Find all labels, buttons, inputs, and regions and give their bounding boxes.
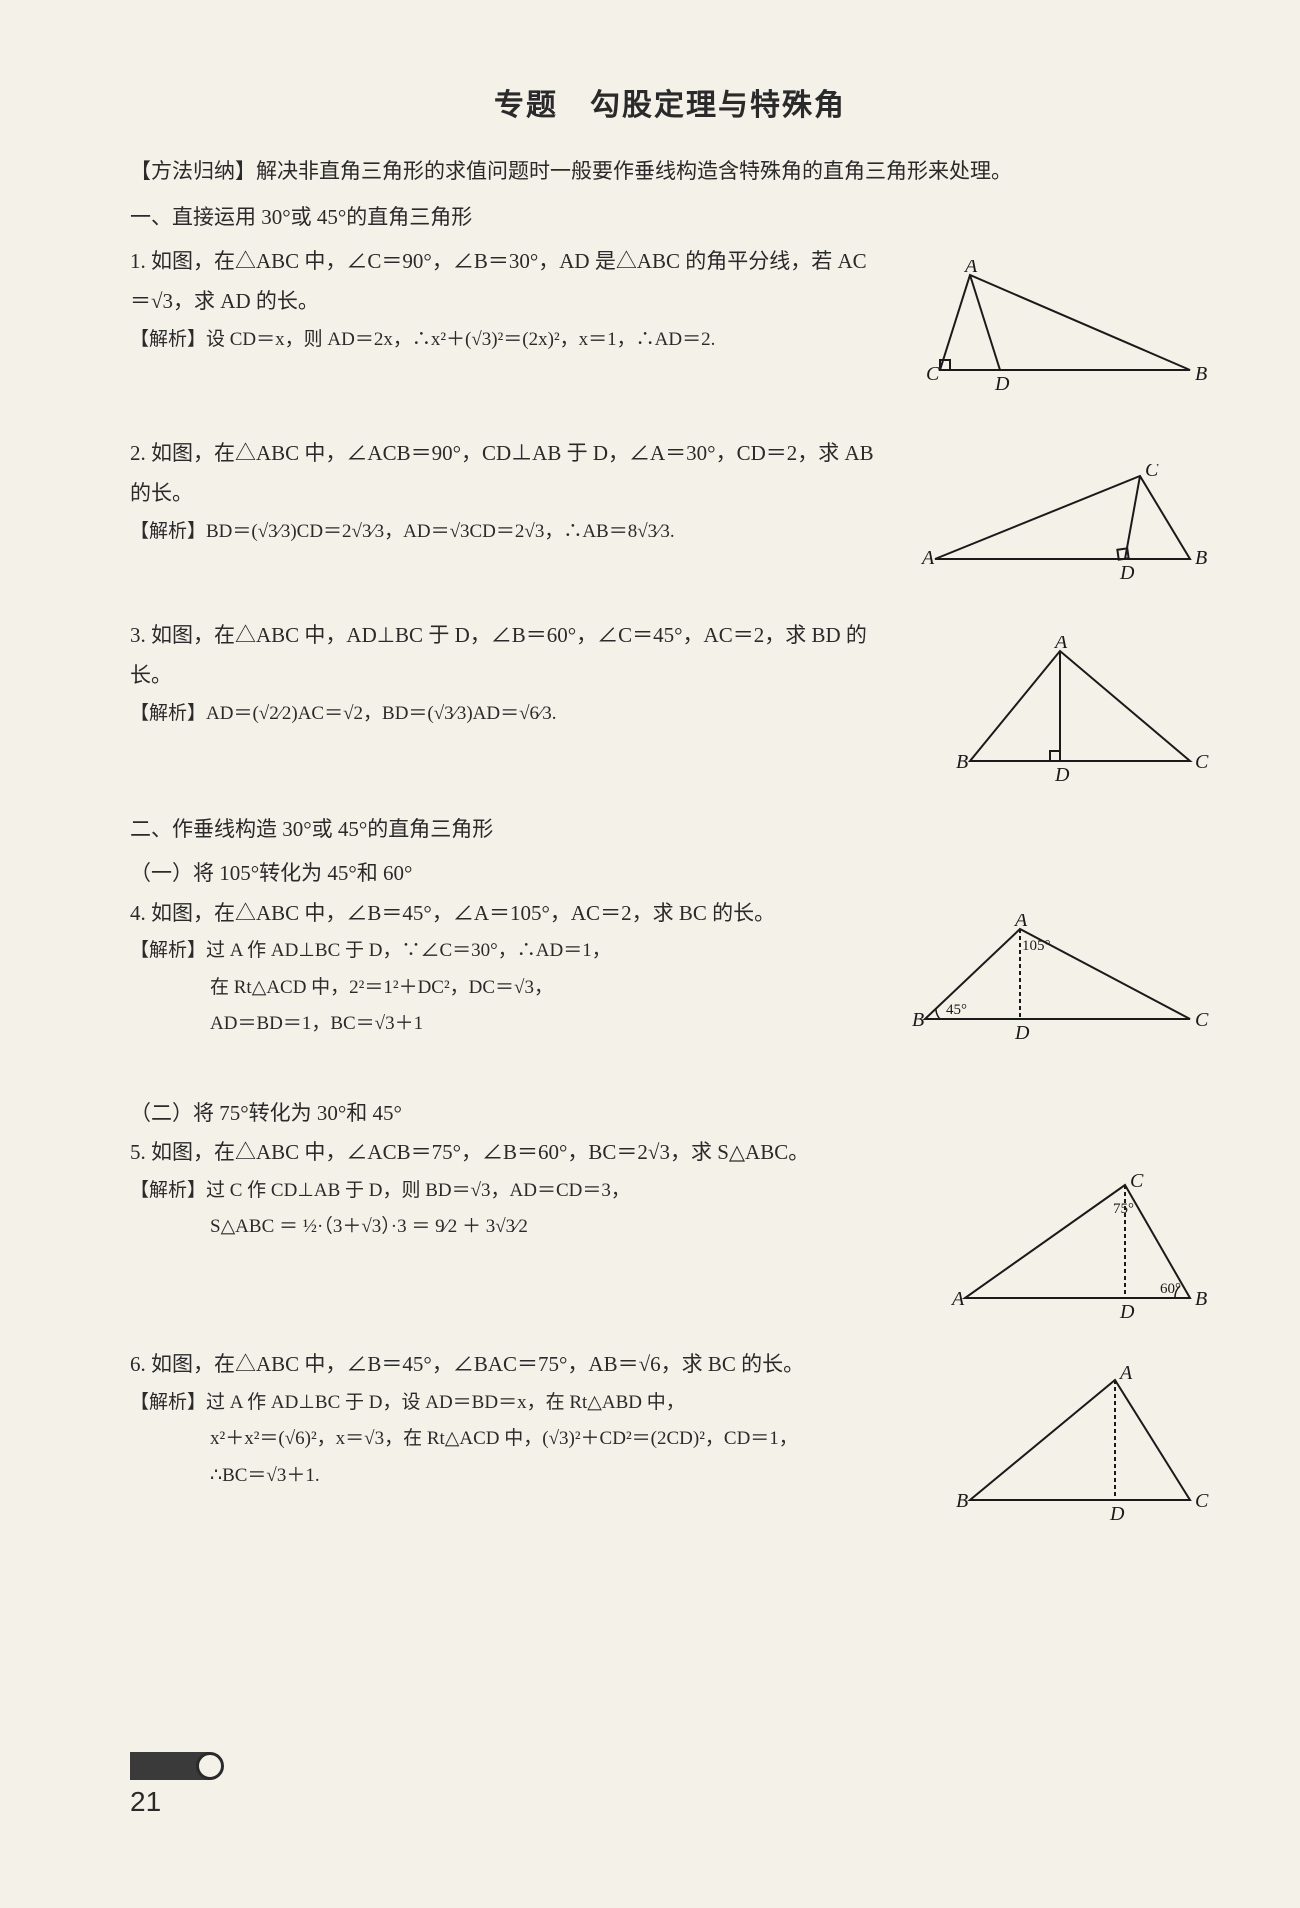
triangle-5-svg: C A D B 75° 60° (950, 1173, 1210, 1323)
problem-3-question: 3. 如图，在△ABC 中，AD⊥BC 于 D，∠B＝60°，∠C＝45°，AC… (130, 616, 880, 696)
problem-5-question: 5. 如图，在△ABC 中，∠ACB＝75°，∠B＝60°，BC＝2√3，求 S… (130, 1133, 880, 1173)
section-2-heading: 二、作垂线构造 30°或 45°的直角三角形 (130, 810, 1210, 850)
svg-text:A: A (1013, 914, 1028, 931)
page-number: 21 (130, 1786, 210, 1818)
figure-6: A B D C (950, 1365, 1210, 1525)
svg-text:C: C (1195, 751, 1209, 773)
figure-2: A D B C (920, 464, 1210, 584)
footer-badge-icon (130, 1752, 210, 1780)
svg-text:A: A (1118, 1365, 1133, 1384)
problem-3-solution: 【解析】AD＝(√2⁄2)AC＝√2，BD＝(√3⁄3)AD＝√6⁄3. (130, 696, 880, 732)
p6-a2: x²＋x²＝(√6)²，x＝√3，在 Rt△ACD 中，(√3)²＋CD²＝(2… (130, 1421, 880, 1457)
page-footer: 21 (130, 1752, 210, 1818)
page: 专题 勾股定理与特殊角 【方法归纳】解决非直角三角形的求值问题时一般要作垂线构造… (0, 0, 1300, 1908)
svg-text:B: B (1195, 547, 1207, 569)
svg-text:D: D (994, 373, 1010, 395)
problem-4: 4. 如图，在△ABC 中，∠B＝45°，∠A＝105°，AC＝2，求 BC 的… (130, 894, 1210, 1064)
problem-6: 6. 如图，在△ABC 中，∠B＝45°，∠BAC＝75°，AB＝√6，求 BC… (130, 1345, 1210, 1535)
svg-text:B: B (1195, 1288, 1207, 1310)
figure-5: C A D B 75° 60° (950, 1173, 1210, 1323)
problem-5-solution: 【解析】过 C 作 CD⊥AB 于 D，则 BD＝√3，AD＝CD＝3， S△A… (130, 1173, 880, 1245)
subsection-2: （二）将 75°转化为 30°和 45° (130, 1094, 1210, 1134)
svg-text:B: B (912, 1009, 924, 1031)
svg-text:C: C (1145, 464, 1159, 481)
problem-2-solution: 【解析】BD＝(√3⁄3)CD＝2√3⁄3，AD＝√3CD＝2√3，∴AB＝8√… (130, 514, 880, 550)
p5-a2: S△ABC ＝ ½·（3＋√3）·3 ＝ 9⁄2 ＋ 3√3⁄2 (130, 1209, 880, 1245)
problem-6-question: 6. 如图，在△ABC 中，∠B＝45°，∠BAC＝75°，AB＝√6，求 BC… (130, 1345, 880, 1385)
subsection-1: （一）将 105°转化为 45°和 60° (130, 854, 1210, 894)
problem-4-solution: 【解析】过 A 作 AD⊥BC 于 D，∵∠C＝30°，∴AD＝1， 在 Rt△… (130, 933, 880, 1041)
problem-1-question: 1. 如图，在△ABC 中，∠C＝90°，∠B＝30°，AD 是△ABC 的角平… (130, 242, 880, 322)
problem-3: 3. 如图，在△ABC 中，AD⊥BC 于 D，∠B＝60°，∠C＝45°，AC… (130, 616, 1210, 786)
svg-text:B: B (1195, 363, 1207, 385)
problem-2-question: 2. 如图，在△ABC 中，∠ACB＝90°，CD⊥AB 于 D，∠A＝30°，… (130, 434, 880, 514)
problem-4-question: 4. 如图，在△ABC 中，∠B＝45°，∠A＝105°，AC＝2，求 BC 的… (130, 894, 880, 934)
problem-6-solution: 【解析】过 A 作 AD⊥BC 于 D，设 AD＝BD＝x，在 Rt△ABD 中… (130, 1385, 880, 1493)
figure-4: A B D C 45° 105° (910, 914, 1210, 1044)
svg-text:C: C (1195, 1490, 1209, 1512)
figure-1: A C D B (920, 260, 1210, 400)
triangle-3-svg: A B D C (950, 636, 1210, 786)
section-1-heading: 一、直接运用 30°或 45°的直角三角形 (130, 198, 1210, 238)
svg-text:A: A (1053, 636, 1068, 653)
svg-text:C: C (1195, 1009, 1209, 1031)
p6-a3: ∴BC＝√3＋1. (130, 1458, 880, 1494)
svg-text:D: D (1109, 1503, 1125, 1525)
problem-5: 5. 如图，在△ABC 中，∠ACB＝75°，∠B＝60°，BC＝2√3，求 S… (130, 1133, 1210, 1323)
svg-text:D: D (1054, 764, 1070, 786)
p6-a1: 【解析】过 A 作 AD⊥BC 于 D，设 AD＝BD＝x，在 Rt△ABD 中… (130, 1392, 685, 1413)
problem-1: 1. 如图，在△ABC 中，∠C＝90°，∠B＝30°，AD 是△ABC 的角平… (130, 242, 1210, 412)
svg-text:B: B (956, 751, 968, 773)
svg-text:C: C (926, 363, 940, 385)
svg-text:75°: 75° (1113, 1201, 1134, 1217)
p4-a1: 【解析】过 A 作 AD⊥BC 于 D，∵∠C＝30°，∴AD＝1， (130, 940, 611, 961)
svg-text:D: D (1119, 562, 1135, 584)
svg-text:D: D (1014, 1022, 1030, 1044)
problem-2: 2. 如图，在△ABC 中，∠ACB＝90°，CD⊥AB 于 D，∠A＝30°，… (130, 434, 1210, 594)
svg-text:A: A (920, 547, 935, 569)
svg-text:D: D (1119, 1301, 1135, 1323)
svg-text:B: B (956, 1490, 968, 1512)
triangle-1-svg: A C D B (920, 260, 1210, 400)
triangle-6-svg: A B D C (950, 1365, 1210, 1525)
triangle-4-svg: A B D C 45° 105° (910, 914, 1210, 1044)
problem-1-solution: 【解析】设 CD＝x，则 AD＝2x，∴x²＋(√3)²＝(2x)²，x＝1，∴… (130, 322, 880, 358)
figure-3: A B D C (950, 636, 1210, 786)
svg-text:A: A (950, 1288, 965, 1310)
svg-text:A: A (963, 260, 978, 277)
svg-text:105°: 105° (1022, 938, 1051, 954)
p4-a3: AD＝BD＝1，BC＝√3＋1 (130, 1006, 880, 1042)
p5-a1: 【解析】过 C 作 CD⊥AB 于 D，则 BD＝√3，AD＝CD＝3， (130, 1180, 630, 1201)
method-summary: 【方法归纳】解决非直角三角形的求值问题时一般要作垂线构造含特殊角的直角三角形来处… (130, 152, 1210, 192)
page-title: 专题 勾股定理与特殊角 (130, 80, 1210, 124)
p4-a2: 在 Rt△ACD 中，2²＝1²＋DC²，DC＝√3， (130, 970, 880, 1006)
triangle-2-svg: A D B C (920, 464, 1210, 584)
svg-text:C: C (1130, 1173, 1144, 1192)
svg-text:45°: 45° (946, 1002, 967, 1018)
